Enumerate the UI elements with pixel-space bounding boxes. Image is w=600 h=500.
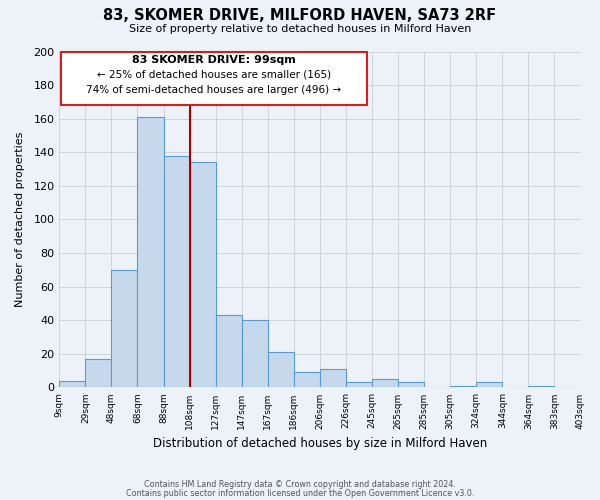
- Bar: [398, 382, 424, 388]
- Text: 83 SKOMER DRIVE: 99sqm: 83 SKOMER DRIVE: 99sqm: [132, 55, 296, 65]
- Text: Contains public sector information licensed under the Open Government Licence v3: Contains public sector information licen…: [126, 488, 474, 498]
- Bar: [137, 117, 164, 388]
- Y-axis label: Number of detached properties: Number of detached properties: [15, 132, 25, 307]
- Bar: [294, 372, 320, 388]
- Text: Contains HM Land Registry data © Crown copyright and database right 2024.: Contains HM Land Registry data © Crown c…: [144, 480, 456, 489]
- Bar: [164, 156, 190, 388]
- Bar: [85, 359, 112, 388]
- FancyBboxPatch shape: [61, 52, 367, 105]
- Bar: [372, 379, 398, 388]
- Text: 74% of semi-detached houses are larger (496) →: 74% of semi-detached houses are larger (…: [86, 85, 341, 95]
- X-axis label: Distribution of detached houses by size in Milford Haven: Distribution of detached houses by size …: [153, 437, 487, 450]
- Bar: [346, 382, 372, 388]
- Bar: [450, 386, 476, 388]
- Bar: [529, 386, 554, 388]
- Bar: [320, 369, 346, 388]
- Text: ← 25% of detached houses are smaller (165): ← 25% of detached houses are smaller (16…: [97, 70, 331, 80]
- Bar: [59, 380, 85, 388]
- Bar: [215, 315, 242, 388]
- Bar: [242, 320, 268, 388]
- Text: 83, SKOMER DRIVE, MILFORD HAVEN, SA73 2RF: 83, SKOMER DRIVE, MILFORD HAVEN, SA73 2R…: [103, 8, 497, 22]
- Bar: [476, 382, 502, 388]
- Text: Size of property relative to detached houses in Milford Haven: Size of property relative to detached ho…: [129, 24, 471, 34]
- Bar: [268, 352, 294, 388]
- Bar: [190, 162, 215, 388]
- Bar: [112, 270, 137, 388]
